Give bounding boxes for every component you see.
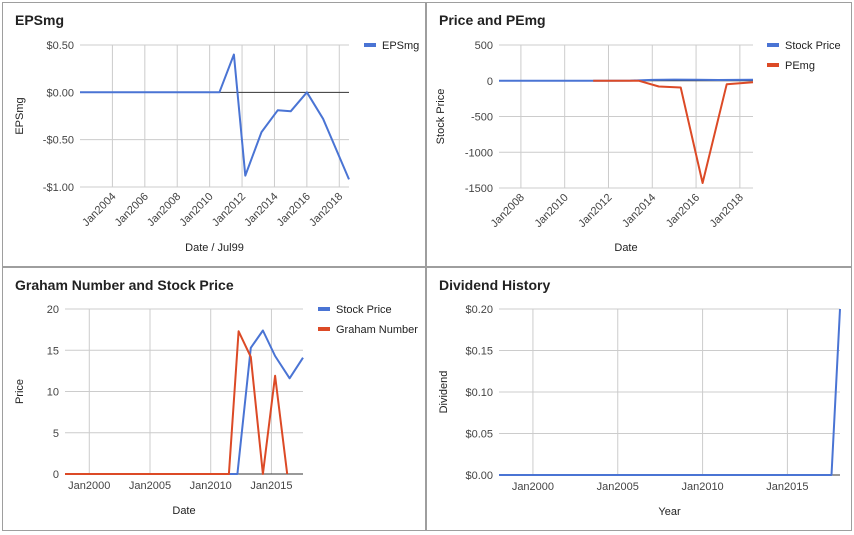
price-pemg-chart-panel: Price and PEmg -1500 -1000 -500 0 500 Jan2008 J… [426, 2, 852, 267]
x-axis-title: Date [172, 505, 195, 517]
legend-label: PEmg [785, 60, 815, 72]
series-line-stock-price [499, 78, 754, 82]
y-tick-label: $0.15 [465, 346, 493, 358]
x-tick-label: Jan2010 [532, 192, 570, 230]
y-tick-label: -1000 [465, 147, 493, 159]
x-tick-label: Jan2012 [576, 192, 614, 230]
x-tick-label: Jan2018 [708, 192, 746, 230]
y-axis-title: Stock Price [435, 89, 447, 145]
y-tick-label: 0 [487, 76, 493, 88]
graham-number-chart-panel: Graham Number and Stock Price 0 5 10 15 20 Jan… [2, 267, 426, 531]
legend-label: EPSmg [382, 40, 419, 52]
x-tick-label: Jan2015 [250, 480, 292, 492]
y-axis-title: Dividend [438, 371, 450, 414]
series-line-pemg [593, 79, 754, 184]
y-tick-label: 10 [47, 387, 59, 399]
x-tick-label: Jan2008 [145, 191, 183, 229]
y-tick-label: 0 [53, 469, 59, 481]
y-tick-label: -$1.00 [43, 182, 74, 194]
x-tick-label: Jan2015 [766, 481, 808, 493]
x-tick-label: Jan2014 [620, 192, 658, 230]
y-tick-label: 20 [47, 304, 59, 316]
x-tick-label: Jan2010 [681, 481, 723, 493]
series-line-graham-number [65, 330, 289, 475]
x-tick-label: Jan2005 [597, 481, 639, 493]
x-tick-label: Jan2000 [68, 480, 110, 492]
y-tick-label: -1500 [465, 183, 493, 195]
x-axis-title: Date / Jul99 [185, 242, 244, 254]
chart-title: Graham Number and Stock Price [15, 277, 234, 293]
legend-swatch [318, 307, 330, 311]
y-tick-label: 500 [475, 40, 493, 52]
x-tick-label: Jan2018 [307, 191, 345, 229]
x-tick-label: Jan2008 [489, 192, 527, 230]
x-axis-title: Date [614, 242, 637, 254]
y-tick-label: $0.20 [465, 304, 493, 316]
series-line-epsmg [80, 53, 350, 180]
x-tick-label: Jan2010 [177, 191, 215, 229]
chart-title: Dividend History [439, 277, 550, 293]
y-axis-title: Price [14, 379, 26, 404]
x-tick-label: Jan2012 [210, 191, 248, 229]
dividend-history-chart-panel: Dividend History $0.00 $0.05 $0.10 $0.15 $0.2… [426, 267, 852, 531]
legend-swatch [767, 43, 779, 47]
y-tick-label: 5 [53, 428, 59, 440]
x-tick-label: Jan2000 [512, 481, 554, 493]
legend-label: Graham Number [336, 324, 418, 336]
x-tick-label: Jan2005 [129, 480, 171, 492]
graham-number-and-stock-price-chart-svg: Graham Number and Stock Price 0 5 10 15 20 Jan… [14, 277, 418, 517]
epsmg-chart-svg: EPSmg-$1.00-$0.50$0.00$0.50Jan2004Jan200… [14, 12, 419, 254]
epsmg-chart-panel: EPSmg -$1.00 -$0.50 $0.00 $0.50 Jan2004 Jan200… [2, 2, 426, 267]
series-line-stock-price [65, 329, 304, 475]
legend-swatch [767, 63, 779, 67]
y-tick-label: -500 [471, 112, 493, 124]
chart-title: Price and PEmg [439, 12, 546, 28]
legend-swatch [318, 327, 330, 331]
y-tick-label: 15 [47, 345, 59, 357]
chart-title: EPSmg [15, 12, 64, 28]
x-tick-label: Jan2014 [242, 191, 280, 229]
series-line-series-0 [499, 308, 841, 476]
x-tick-label: Jan2010 [190, 480, 232, 492]
y-tick-label: $0.50 [46, 40, 74, 52]
y-tick-label: $0.05 [465, 429, 493, 441]
y-tick-label: -$0.50 [43, 135, 74, 147]
legend-swatch [364, 43, 376, 47]
x-tick-label: Jan2006 [113, 191, 151, 229]
legend-label: Stock Price [336, 304, 392, 316]
y-tick-label: $0.00 [465, 470, 493, 482]
x-tick-label: Jan2016 [664, 192, 702, 230]
x-tick-label: Jan2016 [275, 191, 313, 229]
x-tick-label: Jan2004 [80, 191, 118, 229]
dividend-history-chart-svg: Dividend History $0.00 $0.05 $0.10 $0.15 $0.2… [438, 277, 841, 518]
y-tick-label: $0.00 [46, 87, 74, 99]
y-tick-label: $0.10 [465, 387, 493, 399]
legend-label: Stock Price [785, 40, 841, 52]
x-axis-title: Year [658, 506, 681, 518]
y-axis-title: EPSmg [14, 97, 26, 134]
